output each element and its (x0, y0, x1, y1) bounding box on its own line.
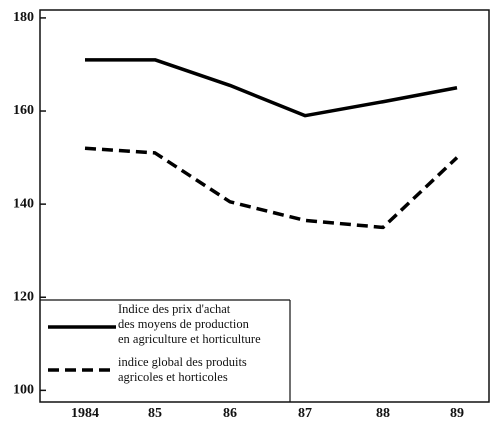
x-tick-label: 87 (298, 406, 312, 421)
series-line (84, 146, 459, 230)
x-tick-label: 88 (376, 406, 390, 421)
x-tick-label: 1984 (71, 406, 99, 421)
y-tick-label: 180 (13, 10, 34, 25)
y-tick-label: 160 (13, 103, 34, 118)
y-tick-label: 100 (13, 383, 34, 398)
legend-label-line: en agriculture et horticulture (118, 332, 261, 346)
legend-label-line: indice global des produits (118, 355, 247, 369)
x-tick-label: 85 (148, 406, 162, 421)
x-tick-label: 89 (450, 406, 464, 421)
legend-label-line: Indice des prix d'achat (118, 302, 231, 316)
legend-label-line: des moyens de production (118, 317, 250, 331)
plot-frame (39, 9, 490, 403)
series-line (85, 58, 458, 118)
x-tick-label: 86 (223, 406, 237, 421)
legend-label: indice global des produits agricoles et h… (118, 355, 247, 384)
y-tick-label: 120 (13, 289, 34, 304)
legend-label-line: agricoles et horticoles (118, 370, 228, 384)
y-tick-label: 140 (13, 196, 34, 211)
legend-label: Indice des prix d'achat des moyens de pro… (118, 302, 261, 346)
